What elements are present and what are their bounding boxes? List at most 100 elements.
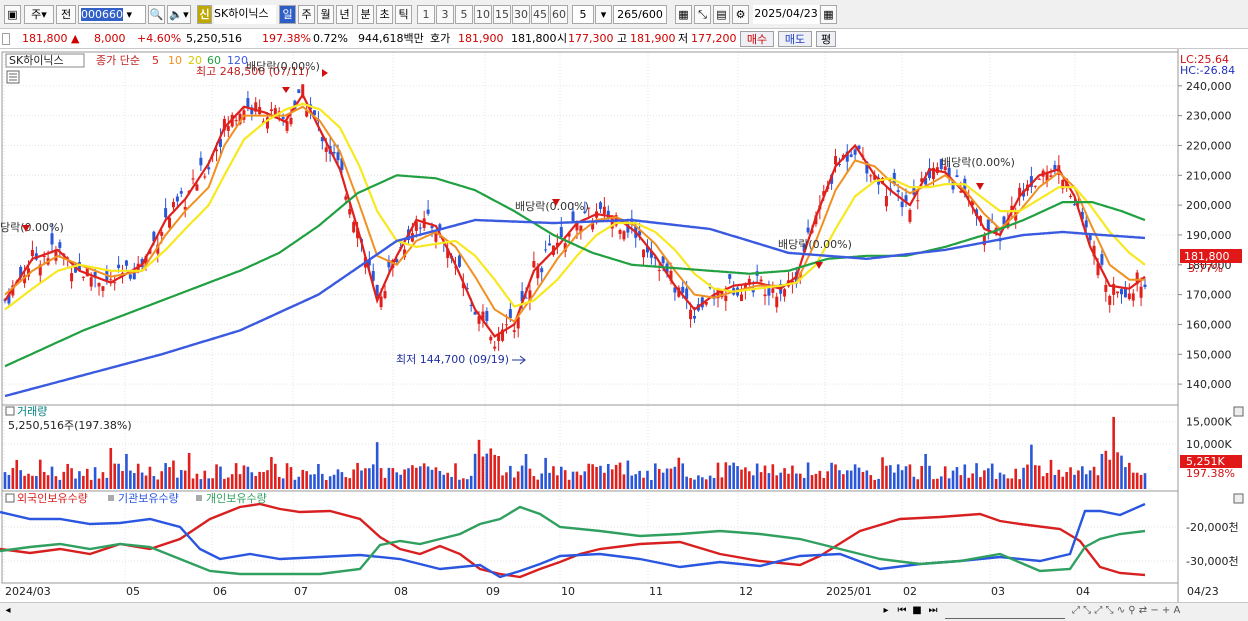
volume-bar <box>599 465 602 489</box>
volume-panel-close-icon[interactable] <box>1233 406 1244 417</box>
volume-bar <box>328 476 332 489</box>
period-select[interactable]: 주▾ <box>24 5 54 24</box>
candle-body <box>434 233 438 242</box>
sell-button[interactable]: 매도 <box>778 31 812 47</box>
ma-line-종가-단순-120 <box>4 218 1146 398</box>
drawing-tool-icon[interactable]: ⤡ <box>694 5 711 24</box>
interval-60[interactable]: 60 <box>550 5 568 24</box>
volume-bar <box>563 470 567 489</box>
tab-tick[interactable]: 틱 <box>395 5 412 24</box>
volume-bar <box>814 473 818 489</box>
interval-input[interactable]: 5 <box>572 5 594 24</box>
volume-bar <box>27 473 30 489</box>
prev-button[interactable]: 전 <box>56 5 76 24</box>
volume-bar <box>877 478 880 489</box>
buy-button[interactable]: 매수 <box>740 31 774 47</box>
toolbar: ▣ 주▾ 전 000660 ▾ 🔍 🔈▾ 신 SK하이닉스 일 주 월 년 분 … <box>0 0 1248 29</box>
tab-week[interactable]: 주 <box>298 5 315 24</box>
volume-bar <box>105 477 109 489</box>
volume-bar <box>896 464 900 489</box>
scroll-right-icon[interactable]: ▸ <box>883 605 889 616</box>
ma-line-종가-단순-60 <box>4 174 1146 368</box>
candle-body <box>489 336 493 341</box>
candle-body <box>1037 178 1041 180</box>
holding-lines-layer <box>0 502 1146 579</box>
candle-body <box>356 228 360 239</box>
search-icon[interactable]: 🔍 <box>148 5 165 24</box>
interval-1[interactable]: 1 <box>417 5 435 24</box>
volume-bar <box>321 473 324 489</box>
candle-body <box>622 231 626 240</box>
volume-bar <box>532 476 536 489</box>
candle-body <box>285 121 289 131</box>
drawing-tools-icons[interactable]: ⤢ ⤡ ⤢ ⤡ ∿ ⚲ ⇄ − + A <box>1072 605 1181 616</box>
holding-panel-close-icon[interactable] <box>1233 493 1244 504</box>
tab-second[interactable]: 초 <box>376 5 393 24</box>
scroll-left-icon[interactable]: ◂ <box>5 605 11 616</box>
volume-bar <box>1092 466 1096 489</box>
volume-bar <box>1006 478 1010 489</box>
candle-body <box>790 280 794 284</box>
expand-icon[interactable] <box>2 33 10 45</box>
candle-body <box>438 224 442 229</box>
date-input[interactable]: 2025/04/23 <box>753 5 819 24</box>
interval-5[interactable]: 5 <box>455 5 473 24</box>
volume-bar <box>371 464 375 489</box>
dividend-annotation-2: 배당락(0.00%) <box>246 60 320 73</box>
candle-body <box>563 243 567 252</box>
volume-bar <box>281 478 285 489</box>
last-page-icon[interactable]: ⏭ <box>928 605 938 616</box>
dividend-annotation-4: 배당락(0.00%) <box>778 238 852 251</box>
volume-panel-toggle-icon[interactable] <box>5 406 15 416</box>
tab-month[interactable]: 월 <box>317 5 334 24</box>
interval-10[interactable]: 10 <box>474 5 492 24</box>
candle-body <box>1029 176 1033 187</box>
volume-bar <box>89 479 93 489</box>
first-page-icon[interactable]: ⏮ <box>897 605 907 616</box>
price-tick-label: 200,000 <box>1186 199 1232 212</box>
volume-bar <box>176 477 179 489</box>
candle-body <box>7 294 11 304</box>
zoom-slider[interactable] <box>945 605 1065 619</box>
volume-bar <box>951 470 955 489</box>
interval-45[interactable]: 45 <box>531 5 549 24</box>
volume-bar <box>203 470 207 489</box>
volume-bar <box>465 479 469 489</box>
volume-bar <box>540 473 544 489</box>
candle-body <box>1010 205 1014 213</box>
chevron-down-icon[interactable]: ▾ <box>595 5 612 24</box>
tab-year[interactable]: 년 <box>336 5 353 24</box>
chart-area[interactable]: 240,000 230,000 220,000 210,000 200,000 190,0… <box>0 49 1248 602</box>
date-tick-label: 04 <box>1076 585 1090 598</box>
holding-panel-toggle-icon[interactable] <box>5 493 15 503</box>
tab-day[interactable]: 일 <box>279 5 296 24</box>
stock-code-input[interactable]: 000660 ▾ <box>78 5 146 24</box>
candle-body <box>1139 286 1143 298</box>
ma-legend-label: 종가 단순 <box>96 54 140 67</box>
current-price-pct: 3.77% <box>1188 262 1223 275</box>
sound-icon[interactable]: 🔈▾ <box>167 5 191 24</box>
calendar-icon[interactable]: ▦ <box>820 5 837 24</box>
flat-button[interactable]: 평 <box>816 31 836 47</box>
save-icon[interactable]: ▤ <box>713 5 730 24</box>
price-tick-label: 160,000 <box>1186 318 1232 331</box>
interval-3[interactable]: 3 <box>436 5 454 24</box>
volume-bar <box>1057 469 1061 489</box>
volume-bar <box>650 479 653 489</box>
volume-bar <box>708 475 712 489</box>
candle-body <box>465 288 469 290</box>
chart-tool-icon[interactable]: ▦ <box>675 5 692 24</box>
bottom-scrollbar[interactable]: ◂ ▸ ⏮ ■ ⏭ ⤢ ⤡ ⤢ ⤡ ∿ ⚲ ⇄ − + A <box>0 602 1248 621</box>
volume-bar <box>1030 444 1033 489</box>
candle-body <box>904 195 908 202</box>
window-menu-icon[interactable]: ▣ <box>4 5 21 24</box>
gear-icon[interactable]: ⚙ <box>732 5 749 24</box>
interval-30[interactable]: 30 <box>512 5 530 24</box>
interval-15[interactable]: 15 <box>493 5 511 24</box>
tab-minute[interactable]: 분 <box>357 5 374 24</box>
volume-bar <box>219 466 222 489</box>
stop-icon[interactable]: ■ <box>912 605 922 616</box>
count-input[interactable]: 265/600 <box>613 5 667 24</box>
candle-body <box>720 289 724 298</box>
low-arrow-icon <box>512 355 526 365</box>
